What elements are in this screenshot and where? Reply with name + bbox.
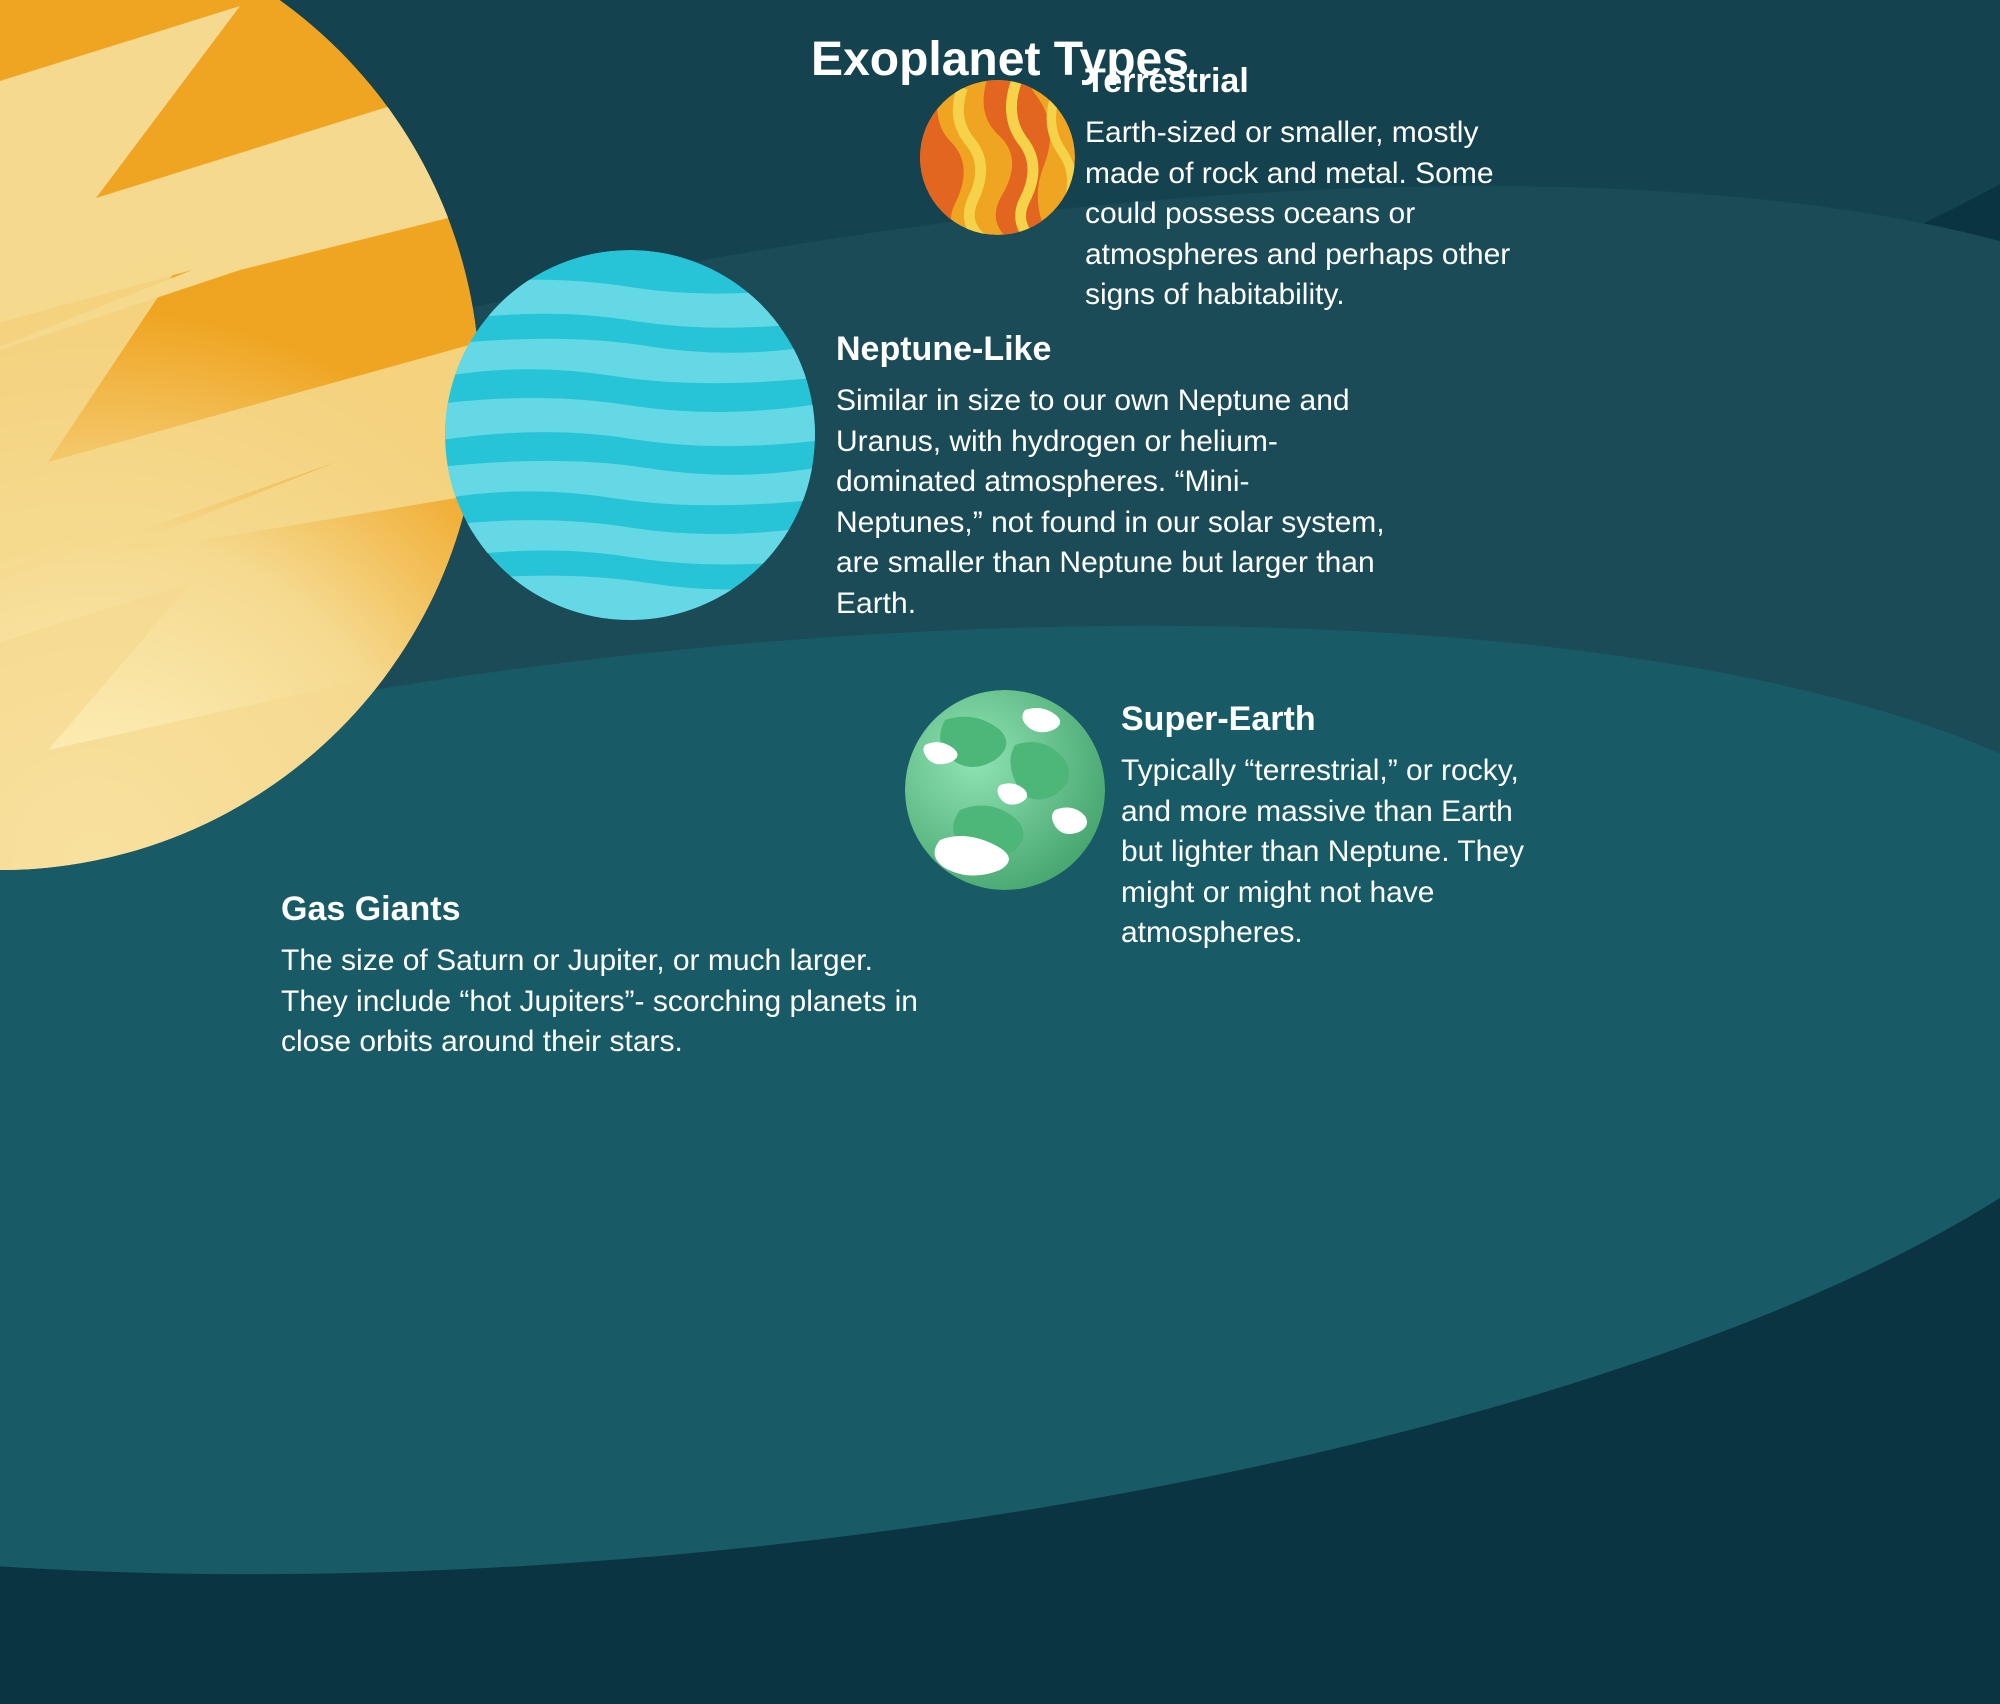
super-earth-planet-icon — [905, 690, 1105, 890]
gas-giants-heading: Gas Giants — [281, 890, 921, 929]
gas-giant-planet-icon — [0, 0, 480, 870]
gas-giants-label: Gas Giants The size of Saturn or Jupiter… — [281, 890, 921, 1063]
terrestrial-heading: Terrestrial — [1085, 62, 1545, 101]
neptune-like-label: Neptune-Like Similar in size to our own … — [836, 330, 1391, 624]
super-earth-label: Super-Earth Typically “terrestrial,” or … — [1121, 700, 1551, 954]
super-earth-description: Typically “terrestrial,” or rocky, and m… — [1121, 751, 1551, 954]
neptune-like-description: Similar in size to our own Neptune and U… — [836, 381, 1391, 624]
terrestrial-description: Earth-sized or smaller, mostly made of r… — [1085, 113, 1545, 316]
gas-giants-description: The size of Saturn or Jupiter, or much l… — [281, 941, 921, 1063]
super-earth-heading: Super-Earth — [1121, 700, 1551, 739]
neptune-like-heading: Neptune-Like — [836, 330, 1391, 369]
terrestrial-label: Terrestrial Earth-sized or smaller, most… — [1085, 62, 1545, 316]
neptune-like-planet-icon — [445, 250, 815, 620]
terrestrial-planet-icon — [920, 80, 1075, 235]
